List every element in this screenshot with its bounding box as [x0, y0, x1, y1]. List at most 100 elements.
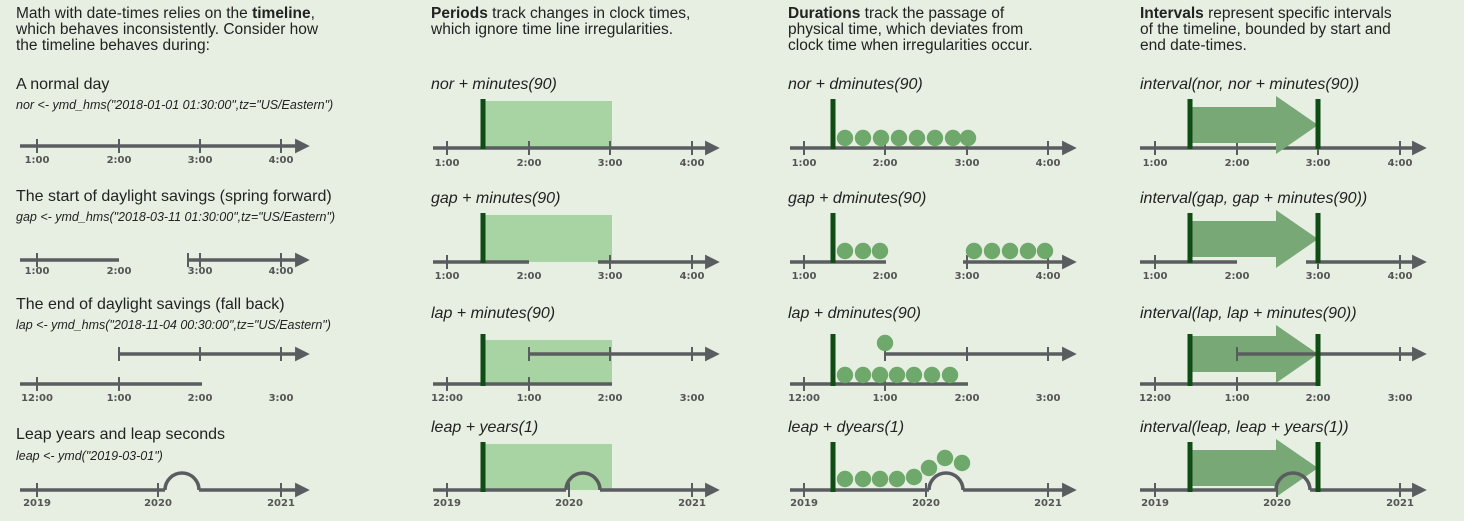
tick-label: 3:00: [1306, 271, 1331, 282]
tick-label: 1:00: [873, 393, 898, 404]
tick-label: 2:00: [517, 271, 542, 282]
tick-label: 1:00: [792, 271, 817, 282]
tick-label: 3:00: [598, 271, 623, 282]
tick-label: 4:00: [1036, 271, 1061, 282]
duration-spring: 1:00 2:00 3:00 4:00: [790, 213, 1077, 282]
duration-fall: 12:00 1:00 2:00 3:00: [788, 334, 1077, 404]
tick-label: 2:00: [107, 155, 132, 166]
row-title-spring: The start of daylight savings (spring fo…: [16, 188, 332, 205]
tick-label: 1:00: [1143, 158, 1168, 169]
tick-label: 3:00: [955, 158, 980, 169]
duration-expr-leap: leap + dyears(1): [788, 419, 905, 436]
tick-label: 2:00: [1225, 158, 1250, 169]
duration-expr-normal: nor + dminutes(90): [788, 76, 923, 93]
tick-label: 3:00: [680, 393, 705, 404]
interval-fall: 12:00 1:00 2:00 3:00: [1139, 325, 1427, 404]
intro-header-line-1: Math with date-times relies on the timel…: [16, 5, 315, 22]
interval-expr-normal: interval(nor, nor + minutes(90)): [1140, 76, 1360, 93]
tick-label: 12:00: [1139, 393, 1171, 404]
tick-label: 4:00: [1388, 271, 1413, 282]
period-expr-leap: leap + years(1): [431, 419, 539, 436]
tick-label: 3:00: [1306, 158, 1331, 169]
tick-label: 4:00: [269, 266, 294, 277]
tick-label: 12:00: [431, 393, 463, 404]
interval-expr-leap: interval(leap, leap + years(1)): [1140, 419, 1349, 436]
interval-expr-spring: interval(gap, gap + minutes(90)): [1140, 190, 1368, 207]
interval-normal: 1:00 2:00 3:00 4:00: [1140, 96, 1427, 169]
period-normal: 1:00 2:00 3:00 4:00: [433, 99, 720, 169]
tick-label: 12:00: [21, 393, 53, 404]
interval-leap: 2019 2020 2021: [1140, 439, 1427, 509]
row-title-normal: A normal day: [16, 76, 110, 93]
tick-label: 1:00: [1225, 393, 1250, 404]
period-fall: 12:00 1:00 2:00 3:00: [431, 334, 720, 404]
duration-expr-fall: lap + dminutes(90): [788, 305, 921, 322]
intervals-header-line-3: end date-times.: [1140, 37, 1247, 54]
durations-header-line-3: clock time when irregularities occur.: [788, 37, 1033, 54]
row-code-normal: nor <- ymd_hms("2018-01-01 01:30:00",tz=…: [16, 98, 334, 112]
tick-label: 1:00: [1143, 271, 1168, 282]
period-expr-normal: nor + minutes(90): [431, 76, 557, 93]
tick-label: 1:00: [25, 155, 50, 166]
duration-expr-spring: gap + dminutes(90): [788, 190, 927, 207]
timeline-fall-back: 12:00 1:00 2:00 3:00: [20, 346, 310, 404]
tick-label: 1:00: [435, 271, 460, 282]
tick-label: 1:00: [25, 266, 50, 277]
tick-label: 2:00: [517, 158, 542, 169]
periods-header-line-1: Periods track changes in clock times,: [431, 5, 691, 22]
tick-label: 4:00: [680, 271, 705, 282]
tick-label: 3:00: [188, 155, 213, 166]
tick-label: 3:00: [955, 271, 980, 282]
tick-label: 2021: [267, 498, 295, 509]
tick-label: 4:00: [1036, 158, 1061, 169]
tick-label: 1:00: [435, 158, 460, 169]
timeline-normal-day: 1:00 2:00 3:00 4:00: [20, 138, 310, 166]
tick-label: 2021: [678, 498, 706, 509]
periods-header-line-2: which ignore time line irregularities.: [431, 21, 674, 38]
row-code-spring: gap <- ymd_hms("2018-03-11 01:30:00",tz=…: [16, 210, 336, 224]
tick-label: 2020: [555, 498, 583, 509]
tick-label: 2:00: [955, 393, 980, 404]
tick-label: 2019: [1141, 498, 1169, 509]
interval-spring: 1:00 2:00 3:00 4:00: [1140, 210, 1427, 282]
timeline-leap: 2019 2020 2021: [20, 471, 310, 509]
timeline-spring-forward: 1:00 2:00 3:00 4:00: [20, 252, 310, 277]
tick-label: 1:00: [107, 393, 132, 404]
tick-label: 2019: [433, 498, 461, 509]
tick-label: 12:00: [788, 393, 820, 404]
tick-label: 2020: [1263, 498, 1291, 509]
row-code-fall: lap <- ymd_hms("2018-11-04 00:30:00",tz=…: [16, 318, 331, 332]
tick-label: 2:00: [188, 393, 213, 404]
tick-label: 1:00: [517, 393, 542, 404]
period-spring: 1:00 2:00 3:00 4:00: [433, 213, 720, 282]
tick-label: 2:00: [1225, 271, 1250, 282]
tick-label: 2021: [1386, 498, 1414, 509]
tick-label: 2:00: [598, 393, 623, 404]
interval-expr-fall: interval(lap, lap + minutes(90)): [1140, 305, 1357, 322]
tick-label: 3:00: [598, 158, 623, 169]
period-expr-spring: gap + minutes(90): [431, 190, 561, 207]
tick-label: 2019: [23, 498, 51, 509]
tick-label: 2021: [1034, 498, 1062, 509]
intro-header-line-2: which behaves inconsistently. Consider h…: [16, 21, 319, 38]
tick-label: 4:00: [1388, 158, 1413, 169]
row-code-leap: leap <- ymd("2019-03-01"): [16, 449, 163, 463]
tick-label: 2020: [912, 498, 940, 509]
period-expr-fall: lap + minutes(90): [431, 305, 556, 322]
duration-leap: 2019 2020 2021: [790, 442, 1077, 509]
tick-label: 2020: [144, 498, 172, 509]
period-leap: 2019 2020 2021: [433, 442, 720, 509]
tick-label: 2:00: [873, 158, 898, 169]
tick-label: 2:00: [1306, 393, 1331, 404]
duration-normal: 1:00 2:00 3:00 4:00: [790, 99, 1077, 169]
tick-label: 3:00: [1388, 393, 1413, 404]
intro-header-line-3: the timeline behaves during:: [16, 37, 210, 54]
tick-label: 2019: [790, 498, 818, 509]
tick-label: 4:00: [269, 155, 294, 166]
tick-label: 2:00: [873, 271, 898, 282]
durations-header-line-1: Durations track the passage of: [788, 5, 1005, 22]
row-title-leap: Leap years and leap seconds: [16, 426, 226, 443]
tick-label: 1:00: [792, 158, 817, 169]
tick-label: 4:00: [680, 158, 705, 169]
